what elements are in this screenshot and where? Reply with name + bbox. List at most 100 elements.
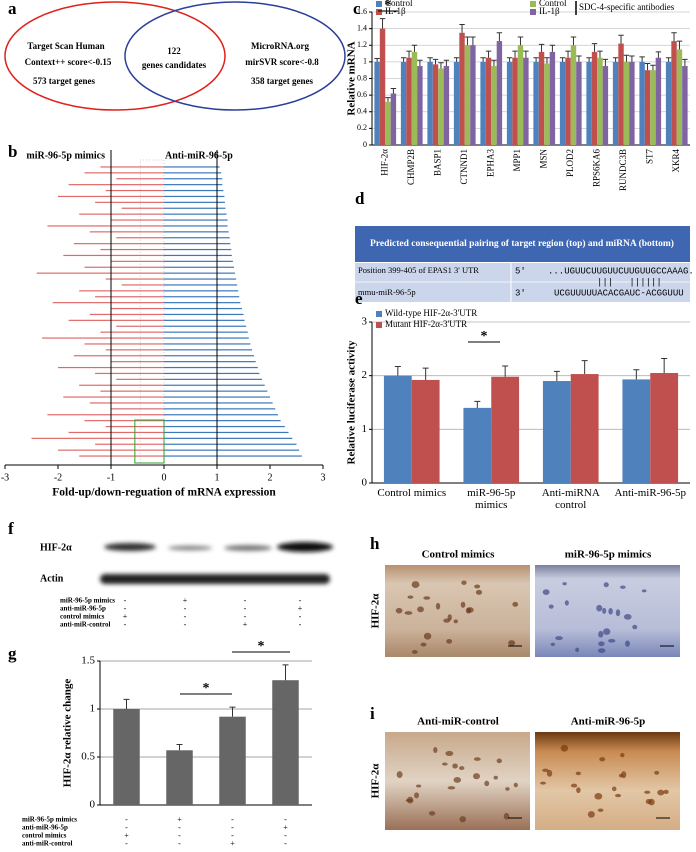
condition-sign: + [230, 839, 235, 848]
x-tick-label: 0 [162, 472, 167, 483]
bar [164, 431, 289, 434]
error-bar [470, 36, 476, 46]
bar [570, 45, 577, 145]
error-bar [581, 360, 588, 375]
blot-label: HIF-2α [40, 542, 72, 553]
legend-label: Mutant HIF-2α-3'UTR [385, 319, 467, 329]
bar [164, 166, 220, 168]
bar [84, 266, 164, 268]
bar [89, 231, 164, 233]
bar [644, 70, 651, 145]
x-tick-label: -2 [54, 472, 62, 483]
bar [164, 195, 225, 198]
cell [575, 771, 581, 776]
condition-sign: + [243, 620, 248, 629]
x-tick-label: RUNDC3B [618, 149, 628, 191]
bar [385, 101, 391, 145]
panel-label: h [370, 534, 380, 553]
bar [665, 61, 672, 145]
condition-sign: - [244, 596, 247, 605]
bar [52, 302, 165, 304]
bar [443, 66, 450, 145]
y-tick-label: 0.5 [81, 751, 95, 763]
blot-band [277, 542, 333, 552]
condition-sign: - [125, 839, 128, 848]
condition-sign: + [177, 815, 182, 824]
error-bar [633, 369, 640, 380]
error-bar [676, 40, 683, 50]
micrograph [385, 565, 530, 657]
bar [164, 384, 265, 386]
error-bar [385, 97, 391, 102]
x-tick-label: PLOD2 [565, 149, 575, 177]
bar [73, 243, 164, 245]
error-bar [549, 44, 556, 52]
bar [164, 278, 237, 280]
bar [164, 237, 230, 239]
bar [73, 355, 164, 357]
legend-swatch [376, 1, 382, 7]
error-bar [682, 58, 688, 67]
bar [470, 45, 476, 145]
error-bar [629, 55, 635, 62]
x-tick-label: 1 [215, 472, 220, 483]
venn-text: Context++ score<-0.15 [25, 57, 112, 67]
cell [540, 781, 546, 785]
cell [620, 753, 625, 758]
bar [480, 61, 486, 145]
bar [406, 57, 412, 145]
condition-sign: - [244, 612, 247, 621]
x-tick-label: CTNND1 [459, 149, 469, 185]
error-bar [591, 43, 598, 52]
y-tick-label: 1.2 [357, 40, 367, 49]
cell [548, 604, 554, 609]
annotation: * [385, 0, 392, 13]
cell [453, 619, 459, 624]
cell [542, 589, 550, 596]
y-tick-label: 1.6 [357, 7, 367, 16]
bar [496, 41, 503, 145]
bar [164, 455, 302, 457]
condition-sign: - [178, 823, 181, 832]
condition-sign: + [124, 831, 129, 840]
cell [598, 641, 605, 647]
cell [411, 649, 418, 654]
highlight-box [134, 419, 165, 464]
y-tick-label: 1 [90, 703, 96, 715]
y-tick-label: 0.2 [357, 123, 367, 132]
annotation: * [258, 639, 265, 654]
bar [549, 51, 556, 145]
bar [438, 68, 444, 145]
bar [164, 266, 234, 268]
cell [423, 596, 431, 600]
condition-sign: + [298, 604, 303, 613]
bar [47, 225, 164, 227]
x-tick-label-box: Anti-miR-96-5p [615, 487, 687, 499]
bar [639, 61, 645, 145]
y-tick-label: 2 [362, 369, 368, 381]
table-header: Predicted consequential pairing of targe… [370, 238, 674, 249]
bar [400, 61, 407, 145]
bar [417, 66, 423, 145]
cell [663, 789, 669, 795]
bar [121, 284, 164, 286]
y-tick-label: 1 [362, 423, 368, 435]
y-tick-label: 1 [363, 57, 367, 66]
error-bar [538, 43, 545, 52]
cell [452, 763, 458, 769]
bar [164, 449, 300, 451]
bar [166, 750, 193, 805]
error-bar [612, 57, 619, 62]
condition-sign: - [125, 823, 128, 832]
annotation: * [203, 681, 210, 696]
cell [466, 607, 474, 613]
bar [533, 61, 539, 145]
error-bar [282, 664, 289, 681]
bar [219, 716, 246, 805]
bar [111, 219, 164, 221]
bar [164, 319, 245, 321]
cell [505, 787, 510, 791]
error-bar [623, 54, 630, 62]
panel-label: c [353, 0, 361, 18]
